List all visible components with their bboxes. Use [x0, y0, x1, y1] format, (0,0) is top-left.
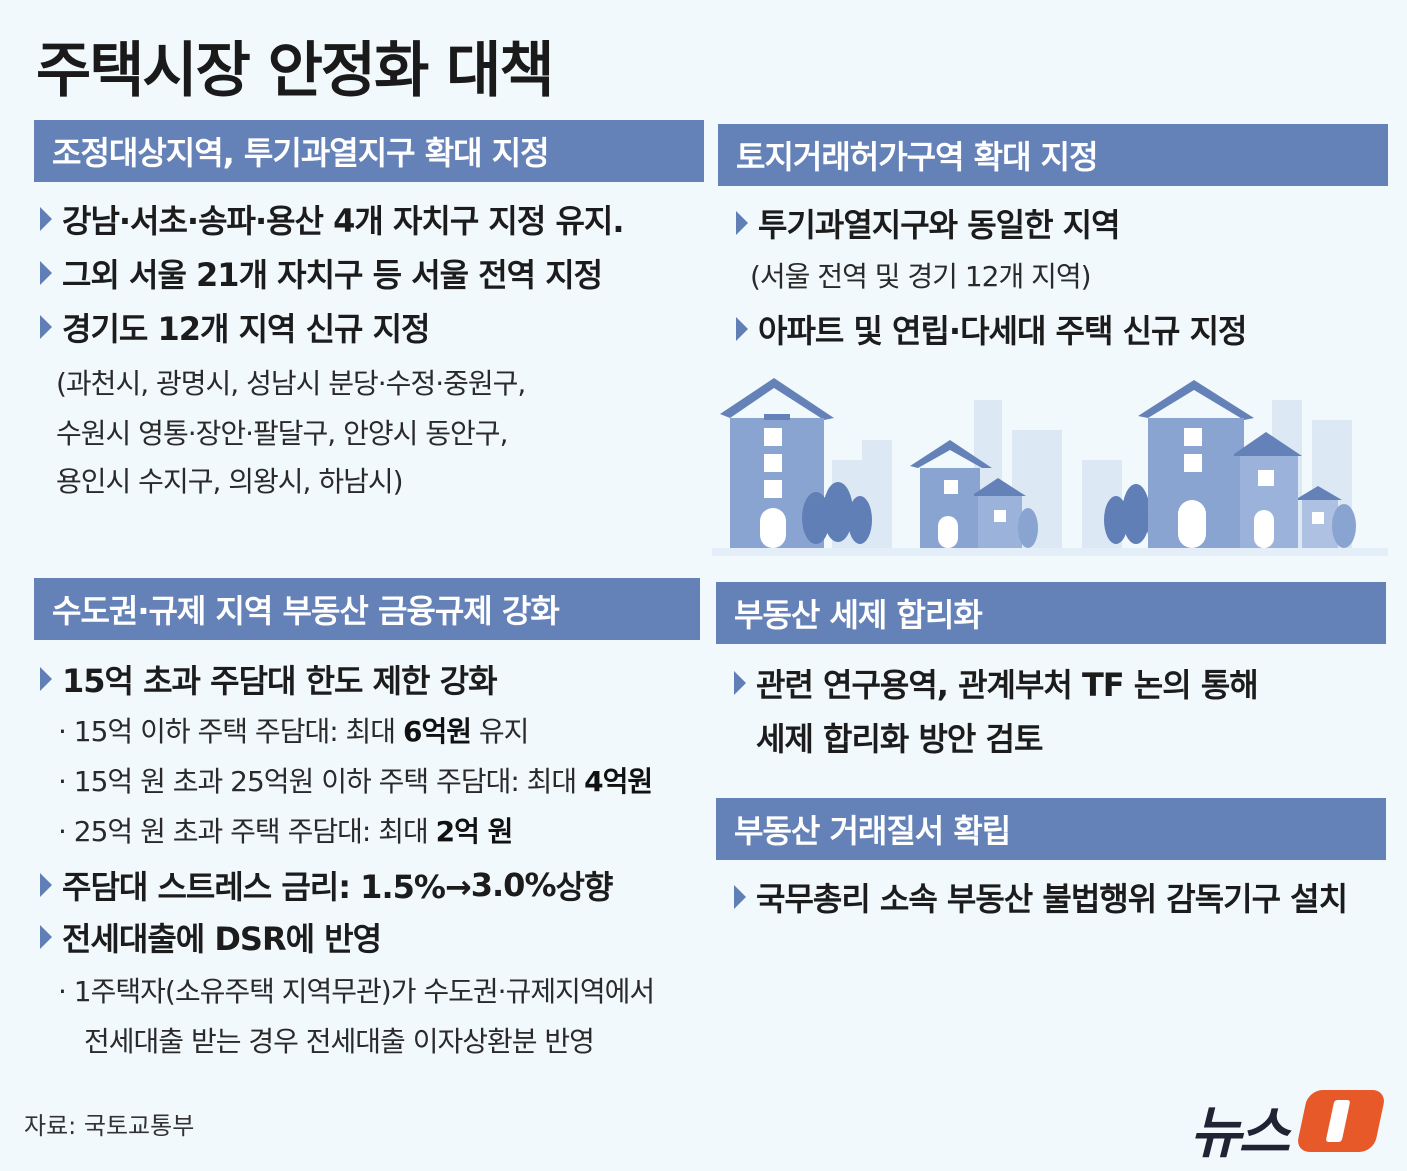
section-header-land-permit: 토지거래허가구역 확대 지정: [718, 124, 1388, 186]
triangle-bullet-icon: [40, 873, 52, 897]
bullet-item: 그외 서울 21개 자치구 등 서울 전역 지정: [40, 250, 603, 296]
triangle-bullet-icon: [40, 207, 52, 231]
loan-limit-line: · 15억 이하 주택 주담대: 최대 6억원 유지: [58, 710, 530, 750]
loan-limit-amount: 6억원: [402, 715, 472, 748]
section-header-finance-regulation: 수도권·규제 지역 부동산 금융규제 강화: [34, 578, 700, 640]
bullet-text: 관련 연구용역, 관계부처 TF 논의 통해: [756, 666, 1259, 704]
bullet-item: 관련 연구용역, 관계부처 TF 논의 통해: [734, 660, 1259, 706]
source-credit: 자료: 국토교통부: [24, 1112, 195, 1140]
houses-illustration: [712, 378, 1388, 556]
bullet-text: 국무총리 소속 부동산 불법행위 감독기구 설치: [756, 880, 1348, 918]
bullet-item: 전세대출에 DSR에 반영: [40, 914, 382, 960]
triangle-bullet-icon: [736, 211, 748, 235]
stress-rate-suffix: 상향: [555, 868, 614, 906]
sub-text: 용인시 수지구, 의왕시, 하남시): [56, 465, 404, 498]
note-line: · 1주택자(소유주택 지역무관)가 수도권·규제지역에서: [58, 975, 655, 1008]
triangle-bullet-icon: [40, 315, 52, 339]
page-title: 주택시장 안정화 대책: [36, 36, 555, 106]
section-header-tax: 부동산 세제 합리화: [716, 582, 1386, 644]
loan-limit-suffix: 유지: [470, 715, 530, 748]
sub-text: 수원시 영통·장안·팔달구, 안양시 동안구,: [56, 417, 508, 450]
bullet-item: 강남·서초·송파·용산 4개 자치구 지정 유지.: [40, 196, 624, 242]
news1-logo: 뉴스: [1190, 1086, 1390, 1166]
house-middle: [910, 440, 1038, 548]
loan-limit-amount: 2억 원: [435, 815, 514, 848]
section-header-regulated-areas: 조정대상지역, 투기과열지구 확대 지정: [34, 120, 704, 182]
bullet-item: 국무총리 소속 부동산 불법행위 감독기구 설치: [734, 874, 1348, 920]
logo-text: 뉴스: [1190, 1101, 1290, 1166]
bullet-item: 주담대 스트레스 금리: 1.5%→ 3.0% 상향: [40, 862, 614, 908]
bullet-item: 경기도 12개 지역 신규 지정: [40, 304, 430, 350]
bullet-text: 전세대출에 DSR에 반영: [62, 920, 382, 958]
bullet-text: 그외 서울 21개 자치구 등 서울 전역 지정: [62, 256, 603, 294]
house-large-right: [1138, 380, 1356, 548]
loan-limit-text: · 25억 원 초과 주택 주담대: 최대: [58, 815, 436, 848]
bullet-item: 15억 초과 주담대 한도 제한 강화: [40, 656, 498, 702]
sub-text: (과천시, 광명시, 성남시 분당·수정·중원구,: [56, 367, 526, 400]
loan-limit-line: · 25억 원 초과 주택 주담대: 최대 2억 원: [58, 810, 514, 850]
loan-limit-amount: 4억원: [584, 765, 653, 798]
bullet-text: 투기과열지구와 동일한 지역: [758, 206, 1121, 244]
bullet-continuation: 세제 합리화 방안 검토: [756, 720, 1043, 758]
loan-limit-text: · 15억 이하 주택 주담대: 최대: [58, 715, 403, 748]
note-line: 전세대출 받는 경우 전세대출 이자상환분 반영: [84, 1025, 595, 1058]
sub-text: (서울 전역 및 경기 12개 지역): [750, 260, 1092, 293]
logo-badge-icon: [1295, 1090, 1387, 1152]
bullet-text: 15억 초과 주담대 한도 제한 강화: [62, 662, 498, 700]
stress-rate-label: 주담대 스트레스 금리: 1.5%→: [62, 868, 472, 906]
triangle-bullet-icon: [40, 667, 52, 691]
triangle-bullet-icon: [40, 925, 52, 949]
bullet-text: 강남·서초·송파·용산 4개 자치구 지정 유지.: [62, 202, 624, 240]
stress-rate-value: 3.0%: [470, 866, 557, 904]
loan-limit-line: · 15억 원 초과 25억원 이하 주택 주담대: 최대 4억원: [58, 760, 653, 800]
triangle-bullet-icon: [40, 261, 52, 285]
loan-limit-text: · 15억 원 초과 25억원 이하 주택 주담대: 최대: [58, 765, 585, 798]
bullet-text: 경기도 12개 지역 신규 지정: [62, 310, 430, 348]
bullet-item: 아파트 및 연립·다세대 주택 신규 지정: [736, 306, 1247, 352]
bullet-text: 아파트 및 연립·다세대 주택 신규 지정: [758, 312, 1247, 350]
trees: [802, 482, 872, 544]
triangle-bullet-icon: [736, 317, 748, 341]
bullet-item: 투기과열지구와 동일한 지역: [736, 200, 1121, 246]
section-header-market-order: 부동산 거래질서 확립: [716, 798, 1386, 860]
triangle-bullet-icon: [734, 885, 746, 909]
triangle-bullet-icon: [734, 671, 746, 695]
